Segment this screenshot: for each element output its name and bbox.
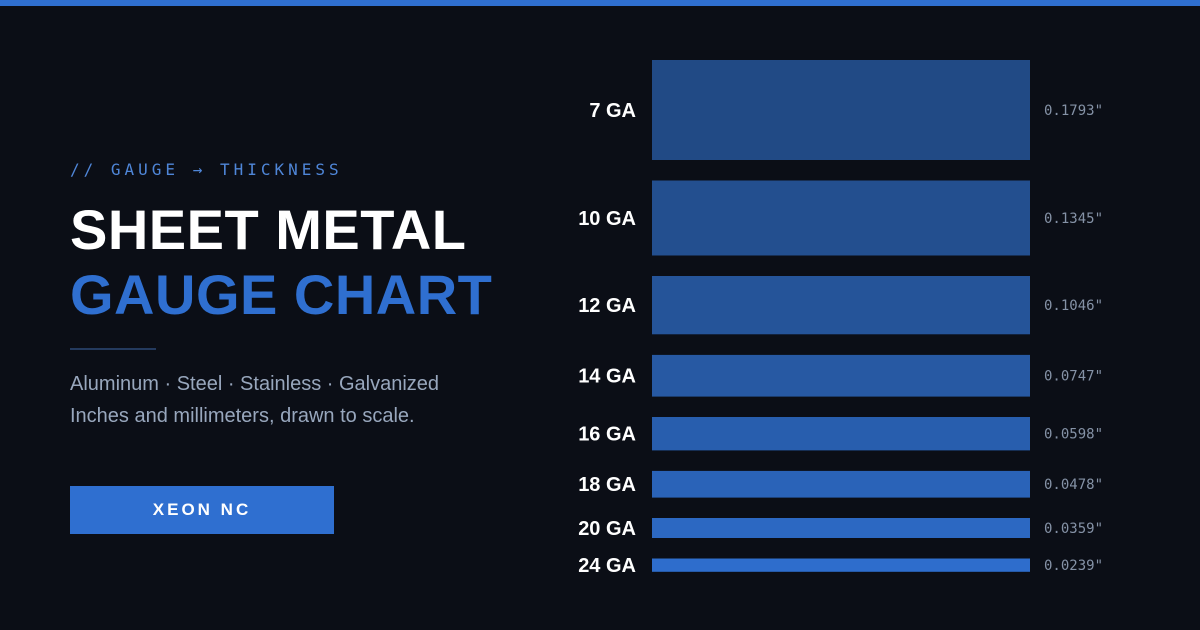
- top-accent-bar: [0, 0, 1200, 6]
- gauge-bar-10-ga: [652, 180, 1030, 256]
- gauge-label: 16 GA: [578, 424, 636, 446]
- gauge-label: 20 GA: [578, 518, 636, 540]
- gauge-bar-12-ga: [652, 276, 1030, 335]
- intro-panel: // GAUGE → THICKNESS SHEET METAL GAUGE C…: [70, 0, 550, 630]
- page-title-line1: SHEET METAL: [70, 198, 467, 261]
- divider: [70, 348, 156, 350]
- thickness-value-label: 0.0747": [1044, 369, 1103, 385]
- gauge-bar-18-ga: [652, 470, 1030, 498]
- thickness-value-label: 0.0478": [1044, 477, 1103, 493]
- gauge-label: 18 GA: [578, 474, 636, 496]
- subtitle-materials: Aluminum · Steel · Stainless · Galvanize…: [70, 373, 440, 395]
- thickness-value-label: 0.1793": [1044, 103, 1103, 119]
- subtitle-units: Inches and millimeters, drawn to scale.: [70, 405, 415, 427]
- gauge-label: 14 GA: [578, 366, 636, 388]
- gauge-bar-16-ga: [652, 417, 1030, 451]
- eyebrow-label: // GAUGE → THICKNESS: [70, 160, 343, 179]
- page-title-line2: GAUGE CHART: [70, 263, 493, 326]
- gauge-bar-14-ga: [652, 354, 1030, 397]
- brand-button[interactable]: XEON NC: [70, 486, 334, 534]
- thickness-value-label: 0.1345": [1044, 211, 1103, 227]
- gauge-bar-24-ga: [652, 558, 1030, 572]
- thickness-value-label: 0.0598": [1044, 427, 1103, 443]
- gauge-label: 24 GA: [578, 555, 636, 577]
- thickness-value-label: 0.0239": [1044, 558, 1103, 574]
- thickness-value-label: 0.1046": [1044, 298, 1103, 314]
- gauge-bar-7-ga: [652, 60, 1030, 160]
- gauge-label: 7 GA: [589, 100, 636, 122]
- gauge-label: 10 GA: [578, 208, 636, 230]
- thickness-value-label: 0.0359": [1044, 521, 1103, 537]
- gauge-label: 12 GA: [578, 295, 636, 317]
- gauge-bar-20-ga: [652, 518, 1030, 538]
